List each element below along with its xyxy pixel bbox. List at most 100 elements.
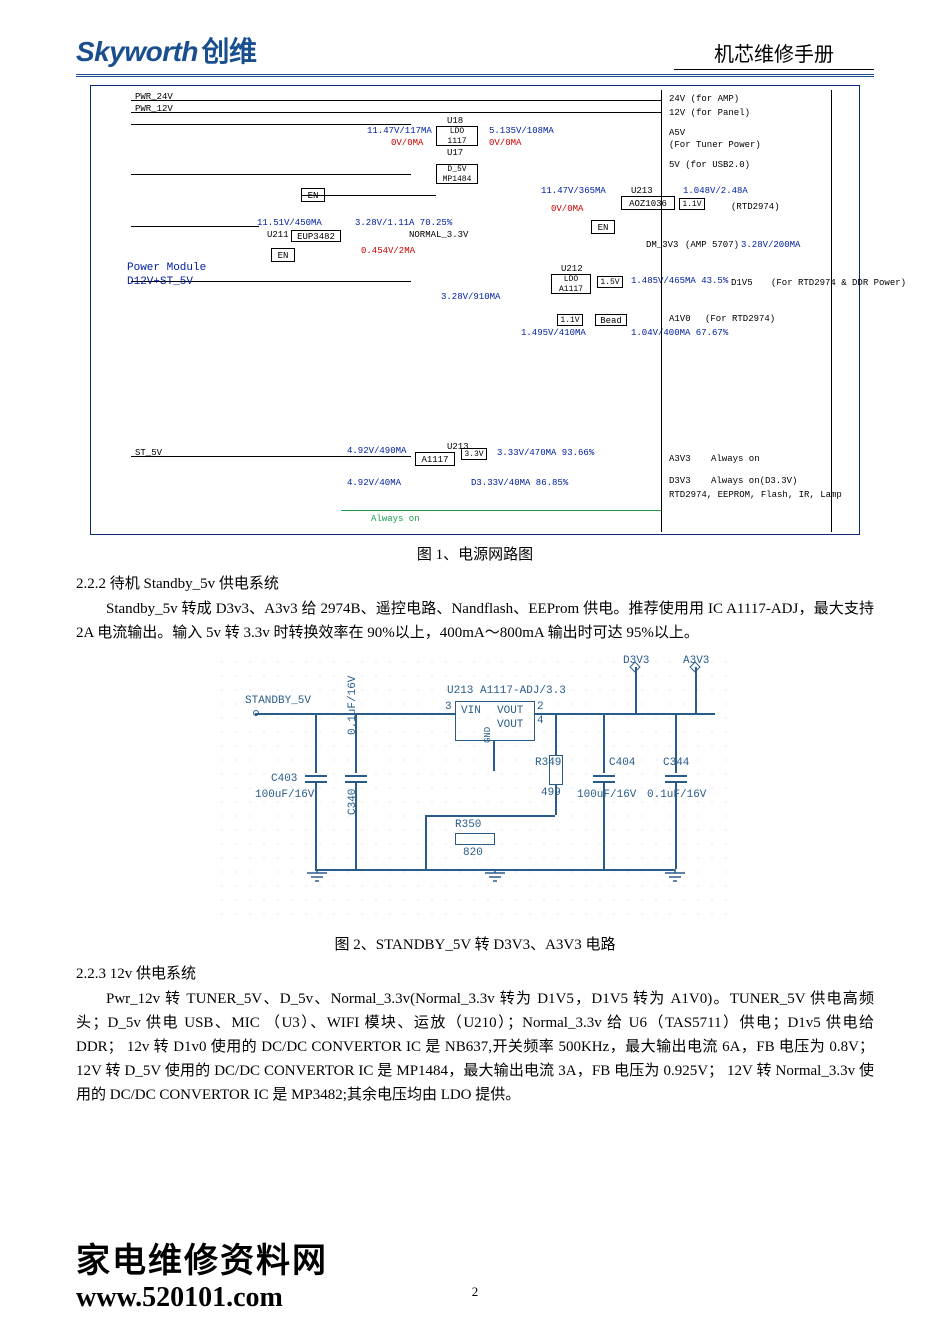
v6: 1.048V/2.48A	[683, 186, 748, 196]
section-222-title: 2.2.2 待机 Standby_5v 供电系统	[76, 572, 874, 593]
v10: 3.28V/1.11A 70.25%	[355, 218, 452, 228]
lbl-u211: U211	[267, 230, 289, 240]
v3: 5.135V/108MA	[489, 126, 554, 136]
box-en3: EN	[591, 220, 615, 234]
d2-pin2: 2	[537, 701, 544, 713]
d2-vout2: VOUT	[497, 719, 523, 731]
v9: 11.51V/450MA	[257, 218, 322, 228]
out-24v: 24V (for AMP)	[669, 94, 739, 104]
box-1v5: 1.5V	[597, 276, 623, 288]
d2-c340v: 0.1uF/16V	[347, 676, 359, 735]
ground-icon	[483, 869, 507, 885]
d2-vout1: VOUT	[497, 705, 523, 717]
v2: 0V/0MA	[391, 138, 423, 148]
box-1v1a: 1.1V	[679, 198, 705, 210]
header-right: 机芯维修手册	[674, 38, 874, 70]
v23: D3.33V/40MA 86.85%	[471, 478, 568, 488]
lbl-dm3v3: DM_3V3	[646, 240, 678, 250]
v5: 11.47V/365MA	[541, 186, 606, 196]
out-tuner: (For Tuner Power)	[669, 140, 761, 150]
box-bead: Bead	[595, 314, 627, 326]
lbl-alwayson: Always on	[371, 514, 420, 524]
d2-gnd: GND	[483, 727, 493, 743]
box-1v1b: 1.1V	[557, 314, 583, 326]
page-footer: 家电维修资料网 www.520101.com	[76, 1233, 328, 1314]
d2-pin3: 3	[445, 701, 452, 713]
footer-url: www.520101.com	[76, 1282, 328, 1314]
v19: 4.92V/490MA	[347, 446, 406, 456]
lbl-u213a: U213	[631, 186, 653, 196]
section-223-p1: Pwr_12v 转 TUNER_5V、D_5v、Normal_3.3v(Norm…	[76, 987, 874, 1107]
out-d3v3: D3V3	[669, 476, 691, 486]
ground-icon	[305, 869, 329, 885]
out-12v: 12V (for Panel)	[669, 108, 750, 118]
lbl-amp5707: (AMP 5707)	[685, 240, 739, 250]
v21: 3.33V/470MA 93.66%	[497, 448, 594, 458]
figure2-caption: 图 2、STANDBY_5V 转 D3V3、A3V3 电路	[76, 933, 874, 954]
out-a1v0d: (For RTD2974)	[705, 314, 775, 324]
section-222-p1: Standby_5v 转成 D3v3、A3v3 给 2974B、遥控电路、Nan…	[76, 597, 874, 645]
v12: 3.28V/200MA	[741, 240, 800, 250]
d2-c340: C340	[347, 789, 359, 815]
v17: 1.495V/410MA	[521, 328, 586, 338]
lbl-powermodule2: D12V+ST_5V	[127, 276, 193, 288]
standby5v-circuit: STANDBY_5V C403 100uF/16V 0.1uF/16V C340…	[215, 655, 735, 925]
out-a3v3d: Always on	[711, 454, 760, 464]
d2-r349v: 499	[541, 787, 561, 799]
out-a5v: A5V	[669, 128, 685, 138]
box-a1117b: A1117	[415, 452, 455, 466]
brand-cn: 创维	[202, 36, 257, 67]
d2-c403: C403	[271, 773, 297, 785]
d2-pin4: 4	[537, 715, 544, 727]
out-5v: 5V (for USB2.0)	[669, 160, 750, 170]
out-rtd2974: (RTD2974)	[731, 202, 780, 212]
box-eup3482: EUP3482	[291, 230, 341, 242]
d2-vin: VIN	[461, 705, 481, 717]
page-header: Skyworth 创维 机芯维修手册	[76, 30, 874, 77]
figure1-caption: 图 1、电源网路图	[76, 543, 874, 564]
brand: Skyworth 创维	[76, 30, 257, 70]
d2-c344v: 0.1uF/16V	[647, 789, 706, 801]
box-en2: EN	[271, 248, 295, 262]
ground-icon	[663, 869, 687, 885]
lbl-pwr12v: PWR_12V	[135, 104, 173, 114]
out-a3v3: A3V3	[669, 454, 691, 464]
box-3v3: 3.3V	[461, 448, 487, 460]
lbl-normal33: NORMAL_3.3V	[409, 230, 468, 240]
d2-c344: C344	[663, 757, 689, 769]
lbl-pwr24v: PWR_24V	[135, 92, 173, 102]
lbl-st5v: ST_5V	[135, 448, 162, 458]
d2-r350box	[455, 833, 495, 845]
v22: 4.92V/40MA	[347, 478, 401, 488]
out-rtdline: RTD2974, EEPROM, Flash, IR, Lamp	[669, 490, 842, 500]
v1: 11.47V/117MA	[367, 126, 432, 136]
footer-script: 家电维修资料网	[76, 1233, 328, 1282]
lbl-powermodule1: Power Module	[127, 262, 206, 274]
d2-standby5v: STANDBY_5V	[245, 695, 311, 707]
lbl-u17: U17	[447, 148, 463, 158]
d2-c404: C404	[609, 757, 635, 769]
box-aoz1036: AOZ1036	[621, 196, 675, 210]
out-d1v5d: (For RTD2974 & DDR Power)	[771, 278, 906, 288]
lbl-u212: U212	[561, 264, 583, 274]
box-ldoa1117: LDOA1117	[551, 274, 591, 294]
page-number: 2	[472, 1284, 479, 1300]
d2-r350: R350	[455, 819, 481, 831]
box-d5v: D_5VMP1484	[436, 164, 478, 184]
out-d3v3d: Always on(D3.3V)	[711, 476, 797, 486]
box-ldo1117: LDO1117	[436, 126, 478, 146]
d2-r349box	[549, 755, 563, 785]
d2-r350v: 820	[463, 847, 483, 859]
section-223-title: 2.2.3 12v 供电系统	[76, 962, 874, 983]
brand-en: Skyworth	[76, 36, 198, 67]
out-a1v0: A1V0	[669, 314, 691, 324]
v7: 0V/0MA	[551, 204, 583, 214]
v18: 1.04V/400MA 67.67%	[631, 328, 728, 338]
v4: 0V/0MA	[489, 138, 521, 148]
d2-c403v: 100uF/16V	[255, 789, 314, 801]
d2-u213: U213 A1117-ADJ/3.3	[447, 685, 566, 697]
power-network-diagram: PWR_24V PWR_12V Power Module D12V+ST_5V …	[90, 85, 860, 535]
v13: 3.28V/910MA	[441, 292, 500, 302]
d2-c404v: 100uF/16V	[577, 789, 636, 801]
lbl-u18: U18	[447, 116, 463, 126]
